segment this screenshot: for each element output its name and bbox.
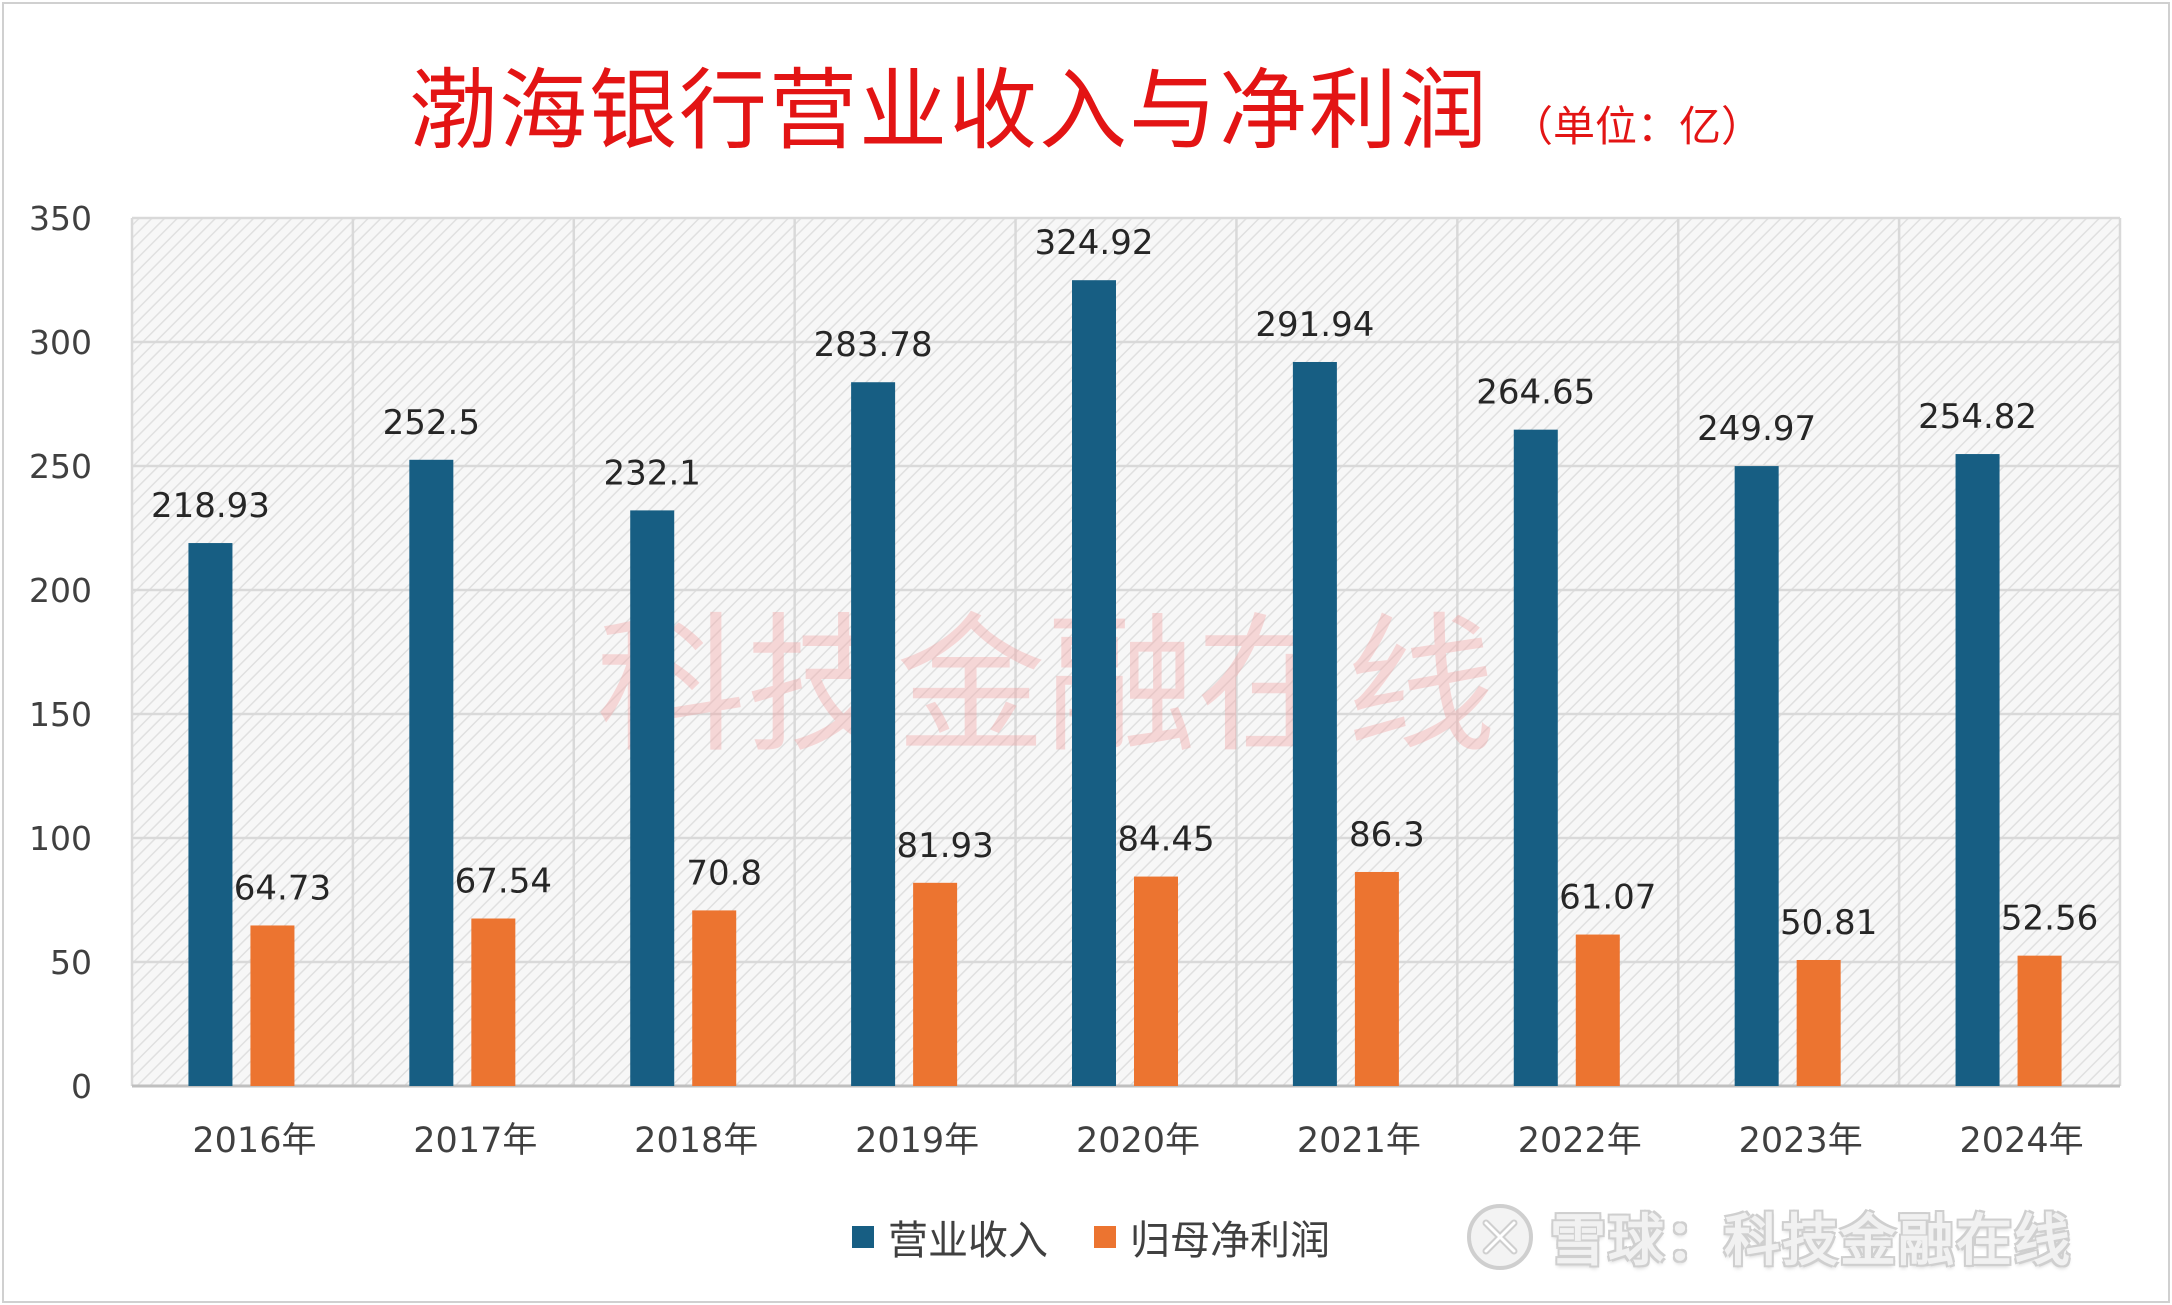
bar-profit — [1134, 876, 1178, 1086]
bar-revenue — [1513, 429, 1558, 1087]
bar-revenue — [851, 382, 896, 1086]
y-tick-label: 300 — [29, 323, 92, 362]
bar-profit — [1575, 934, 1620, 1086]
x-tick-label: 2022年 — [1518, 1121, 1642, 1161]
legend-swatch-revenue — [852, 1226, 874, 1248]
title-unit: （单位：亿） — [1511, 102, 1764, 151]
bar-profit — [1354, 871, 1399, 1086]
y-tick-label: 350 — [29, 199, 92, 238]
x-tick-label: 2024年 — [1960, 1121, 2084, 1161]
x-tick-label: 2020年 — [1076, 1121, 1200, 1161]
data-label-profit: 50.81 — [1780, 903, 1877, 943]
watermark: 科技金融在线 — [596, 600, 1496, 774]
data-label-revenue: 252.5 — [383, 403, 480, 443]
x-tick-label: 2021年 — [1297, 1121, 1421, 1161]
bar-revenue — [409, 459, 454, 1086]
data-label-revenue: 249.97 — [1697, 409, 1816, 449]
bar-profit — [692, 910, 737, 1086]
x-tick-label: 2023年 — [1739, 1121, 1863, 1161]
bars — [188, 280, 2062, 1087]
legend: 营业收入 归母净利润 — [852, 1208, 1376, 1266]
data-label-profit: 70.8 — [686, 853, 762, 893]
title-main: 渤海银行营业收入与净利润 — [408, 59, 1489, 162]
legend-swatch-profit — [1094, 1226, 1116, 1248]
bar-profit — [471, 918, 516, 1086]
legend-item-revenue: 营业收入 — [852, 1208, 1048, 1266]
data-label-profit: 52.56 — [2001, 899, 2098, 939]
x-tick-label: 2018年 — [634, 1121, 758, 1161]
bar-profit — [1796, 959, 1841, 1086]
x-tick-label: 2016年 — [192, 1121, 316, 1161]
y-tick-label: 0 — [71, 1067, 92, 1106]
data-label-revenue: 324.92 — [1035, 223, 1154, 263]
legend-label-revenue: 营业收入 — [888, 1218, 1048, 1264]
brand-text: 雪球：科技金融在线 — [1550, 1209, 2072, 1274]
y-tick-label: 50 — [50, 943, 92, 982]
data-label-revenue: 218.93 — [151, 486, 270, 526]
data-label-profit: 61.07 — [1559, 878, 1656, 918]
snowball-logo-icon — [1467, 1203, 1533, 1270]
data-label-profit: 84.45 — [1117, 820, 1214, 860]
bar-profit — [2017, 955, 2062, 1086]
bar-profit — [913, 882, 958, 1086]
data-label-profit: 64.73 — [234, 868, 331, 908]
axes: 0 50 100 150 200 250 300 350 2016年 2017年 2018年 2019… — [29, 199, 2120, 1161]
y-tick-label: 250 — [29, 447, 92, 486]
data-label-revenue: 264.65 — [1476, 373, 1595, 413]
bar-revenue — [630, 510, 675, 1087]
plot-area — [132, 218, 2120, 1086]
data-label-revenue: 232.1 — [604, 453, 701, 493]
bar-revenue — [1955, 454, 2000, 1086]
data-label-revenue: 254.82 — [1918, 397, 2037, 437]
bar-profit — [250, 925, 295, 1086]
y-tick-label: 100 — [29, 819, 92, 858]
bar-revenue — [1072, 280, 1116, 1087]
x-tick-label: 2019年 — [855, 1121, 979, 1161]
y-tick-label: 200 — [29, 571, 92, 610]
legend-label-profit: 归母净利润 — [1130, 1218, 1330, 1264]
data-labels: 218.93 252.5 232.1 283.78 324.92 291.94 264.65… — [151, 223, 2098, 943]
bar-revenue — [1734, 466, 1779, 1086]
chart-title: 渤海银行营业收入与净利润 （单位：亿） — [0, 40, 2172, 167]
bar-revenue — [188, 543, 233, 1086]
data-label-profit: 81.93 — [896, 826, 993, 866]
data-label-revenue: 291.94 — [1255, 305, 1374, 345]
y-tick-label: 150 — [29, 695, 92, 734]
data-label-profit: 86.3 — [1349, 815, 1425, 855]
data-label-profit: 67.54 — [455, 862, 552, 902]
x-tick-label: 2017年 — [413, 1121, 537, 1161]
bar-revenue — [1292, 361, 1337, 1087]
legend-item-profit: 归母净利润 — [1094, 1208, 1330, 1266]
brand-watermark: 雪球：科技金融在线 — [1464, 1196, 2072, 1277]
data-label-revenue: 283.78 — [814, 325, 933, 365]
